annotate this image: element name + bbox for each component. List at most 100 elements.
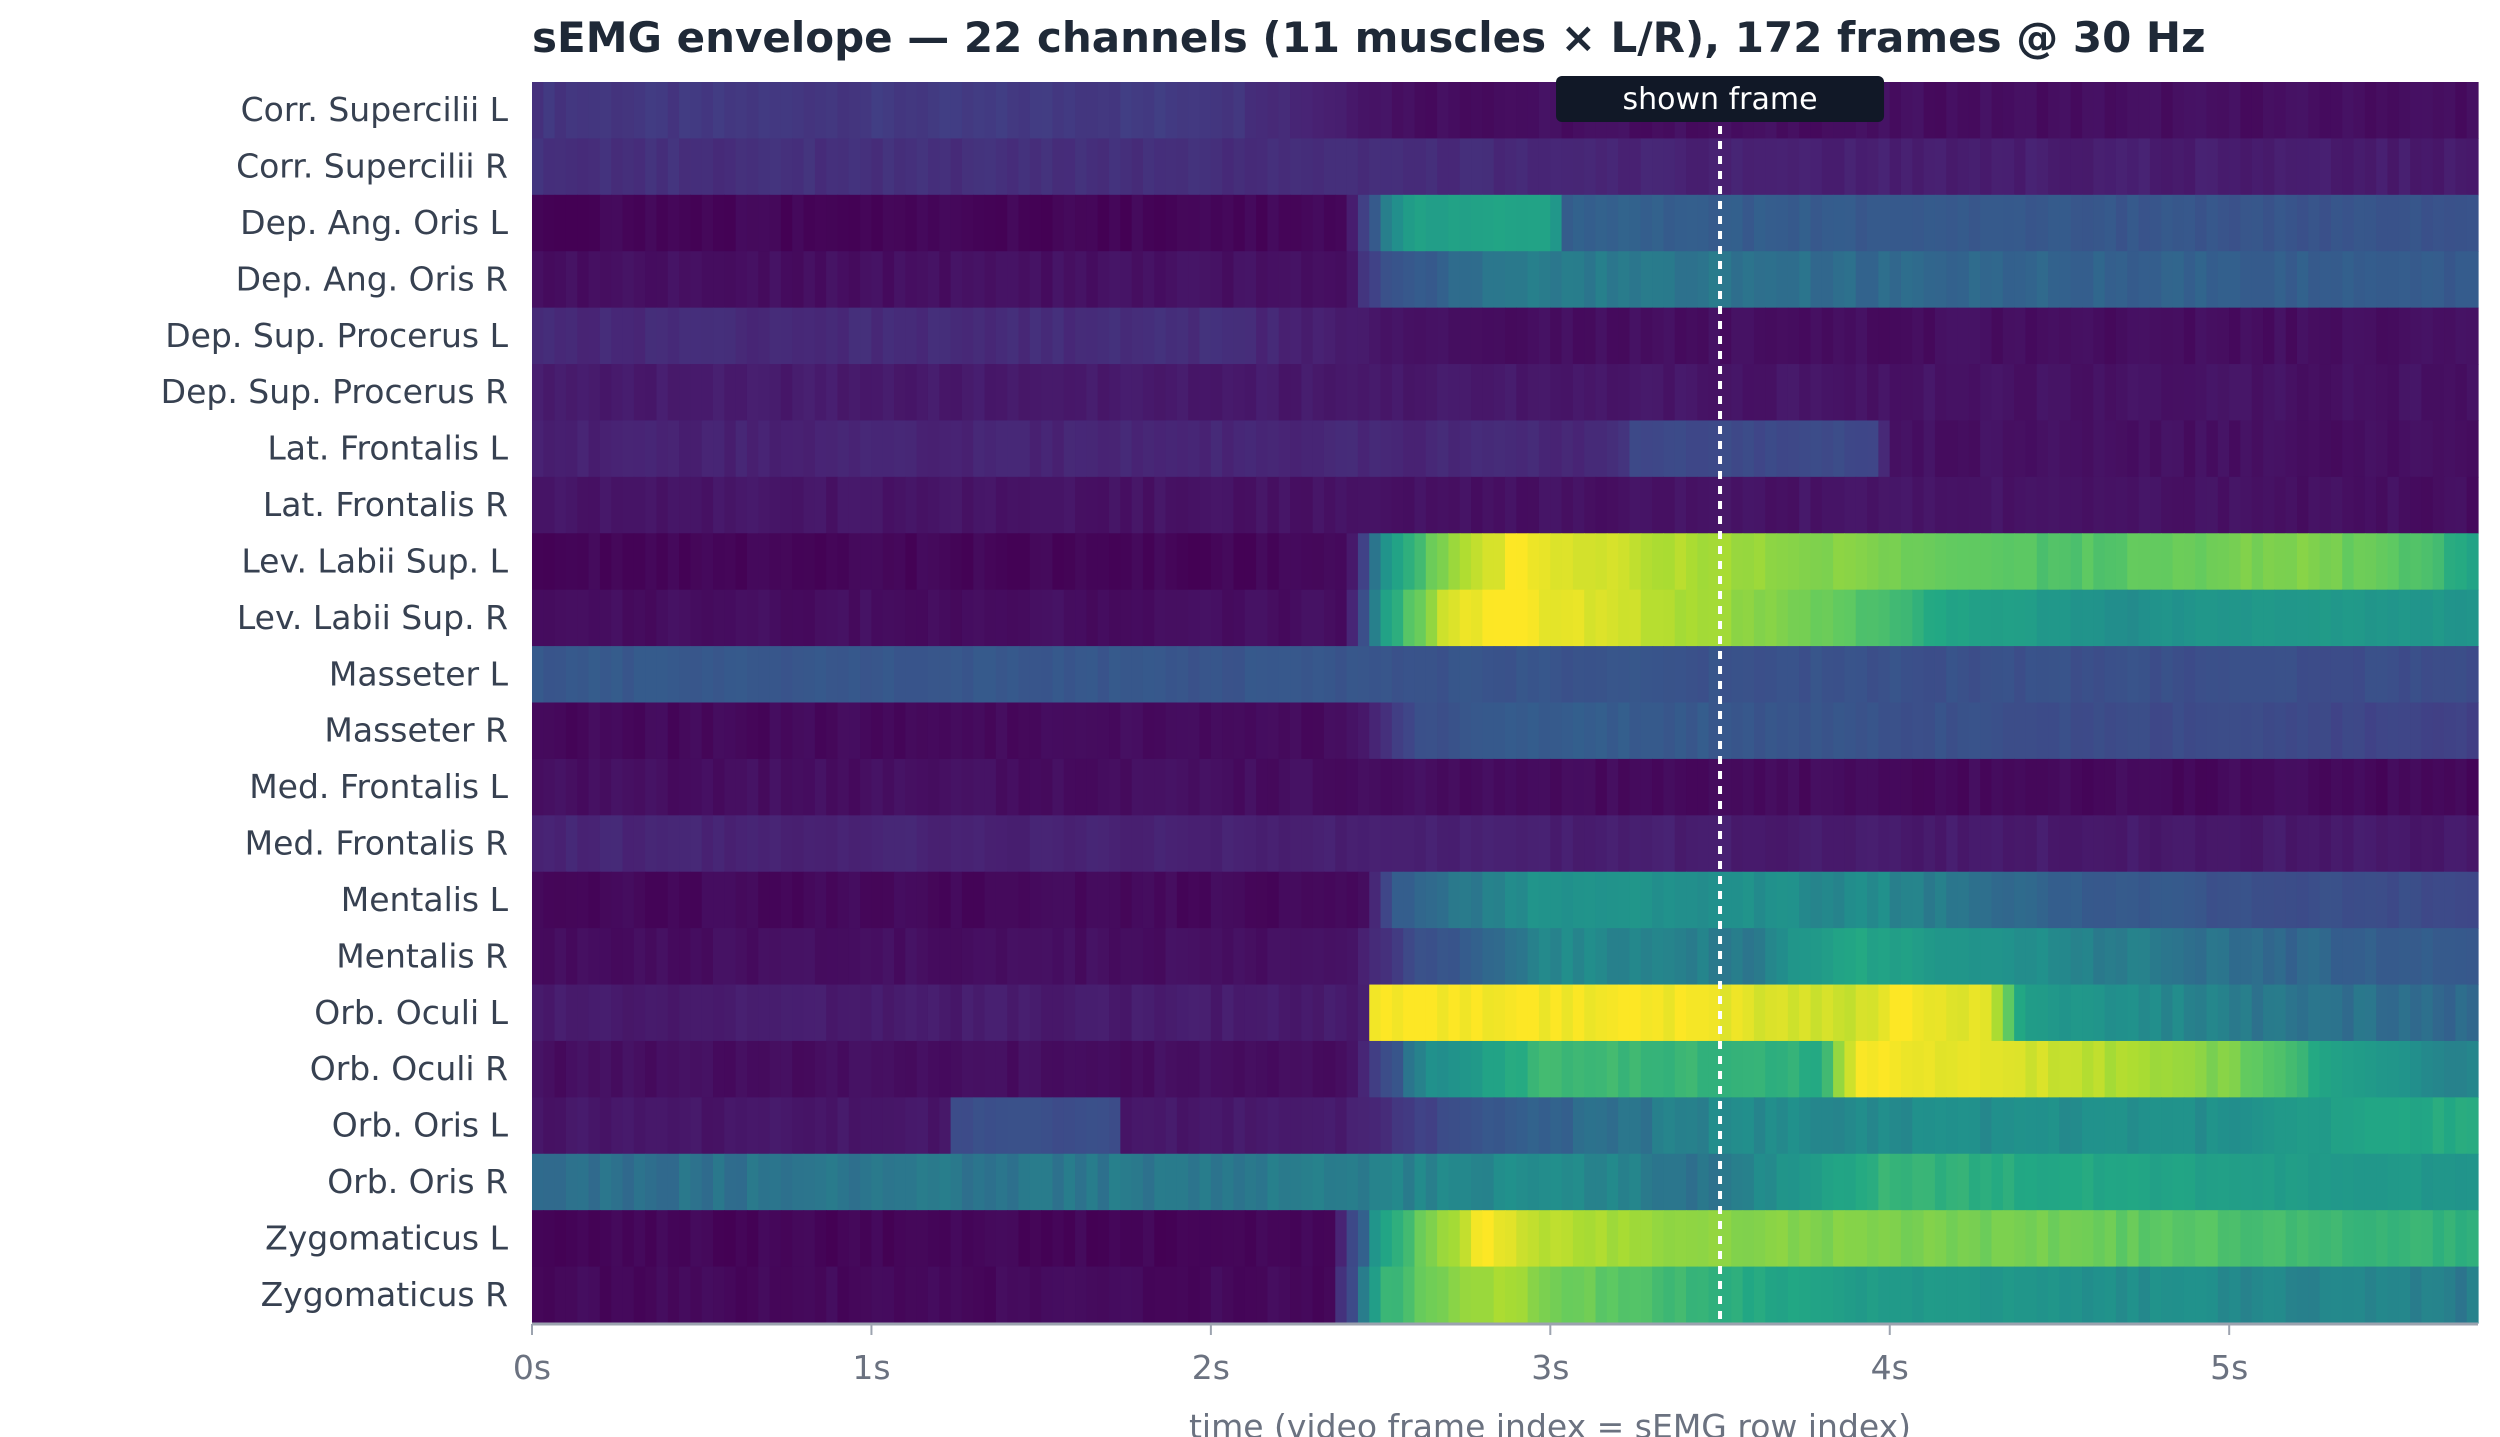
heatmap-cell	[2432, 758, 2445, 816]
heatmap-cell	[2353, 702, 2366, 760]
heatmap-cell	[950, 533, 963, 591]
heatmap-cell	[1844, 984, 1857, 1042]
heatmap-cell	[588, 194, 601, 252]
heatmap-cell	[984, 476, 997, 534]
heatmap-cell	[1029, 82, 1042, 140]
heatmap-cell	[882, 476, 895, 534]
heatmap-cell	[1787, 702, 1800, 760]
heatmap-cell	[2319, 1040, 2332, 1098]
heatmap-cell	[1663, 533, 1676, 591]
heatmap-cell	[1867, 984, 1879, 1042]
heatmap-cell	[1889, 420, 1902, 478]
heatmap-cell	[2466, 815, 2479, 873]
heatmap-cell	[2149, 420, 2162, 478]
heatmap-cell	[1267, 589, 1280, 647]
heatmap-cell	[837, 476, 850, 534]
heatmap-cell	[1505, 646, 1517, 704]
heatmap-cell	[1923, 984, 1936, 1042]
heatmap-cell	[2025, 364, 2038, 422]
heatmap-cell	[837, 251, 850, 309]
heatmap-cell	[780, 589, 793, 647]
heatmap-cell	[792, 1210, 805, 1268]
heatmap-cell	[1335, 476, 1348, 534]
heatmap-cell	[1629, 646, 1642, 704]
heatmap-cell	[645, 1153, 658, 1211]
heatmap-cell	[1199, 1266, 1212, 1324]
heatmap-cell	[939, 871, 952, 929]
heatmap-cell	[735, 420, 748, 478]
heatmap-cell	[1041, 533, 1054, 591]
heatmap-cell	[1629, 364, 1642, 422]
heatmap-cell	[713, 871, 725, 929]
heatmap-cell	[1912, 476, 1925, 534]
heatmap-cell	[2455, 1266, 2468, 1324]
heatmap-cell	[860, 815, 873, 873]
heatmap-cell	[1968, 646, 1981, 704]
heatmap-cell	[1957, 307, 1970, 365]
heatmap-cell	[950, 1210, 963, 1268]
heatmap-cell	[1742, 307, 1755, 365]
heatmap-cell	[1957, 420, 1970, 478]
heatmap-cell	[916, 307, 929, 365]
heatmap-cell	[2025, 476, 2038, 534]
heatmap-cell	[1731, 702, 1744, 760]
heatmap-cell	[1109, 1153, 1121, 1211]
heatmap-cell	[1391, 1210, 1404, 1268]
heatmap-cell	[1787, 476, 1800, 534]
heatmap-cell	[2263, 1210, 2275, 1268]
heatmap-cell	[2104, 1153, 2117, 1211]
heatmap-cell	[1912, 928, 1925, 986]
heatmap-cell	[1346, 1097, 1359, 1155]
heatmap-cell	[1572, 984, 1585, 1042]
heatmap-cell	[1007, 984, 1020, 1042]
heatmap-cell	[724, 307, 737, 365]
heatmap-cell	[1878, 928, 1891, 986]
heatmap-cell	[1425, 815, 1438, 873]
heatmap-cell	[2410, 984, 2423, 1042]
heatmap-cell	[916, 871, 929, 929]
heatmap-cell	[2410, 589, 2423, 647]
heatmap-cell	[1640, 251, 1653, 309]
heatmap-cell	[871, 871, 884, 929]
heatmap-cell	[1369, 1266, 1382, 1324]
heatmap-cell	[1516, 533, 1529, 591]
heatmap-cell	[701, 1153, 714, 1211]
heatmap-cell	[1731, 1097, 1744, 1155]
heatmap-cell	[2353, 138, 2366, 196]
heatmap-cell	[2161, 589, 2174, 647]
heatmap-cell	[724, 138, 737, 196]
heatmap-cell	[2296, 928, 2309, 986]
heatmap-cell	[1663, 1210, 1676, 1268]
heatmap-cell	[814, 1097, 827, 1155]
heatmap-cell	[2342, 251, 2355, 309]
heatmap-cell	[1222, 420, 1235, 478]
heatmap-cell	[1222, 1153, 1235, 1211]
heatmap-cell	[2059, 1266, 2072, 1324]
heatmap-cell	[1731, 420, 1744, 478]
heatmap-cell	[792, 646, 805, 704]
heatmap-cell	[2353, 420, 2366, 478]
heatmap-cell	[1052, 420, 1065, 478]
heatmap-cell	[1301, 984, 1314, 1042]
heatmap-cell	[1131, 646, 1144, 704]
heatmap-cell	[735, 758, 748, 816]
heatmap-cell	[1844, 1040, 1857, 1098]
heatmap-cell	[1787, 928, 1800, 986]
heatmap-cell	[2093, 871, 2106, 929]
heatmap-cell	[1742, 646, 1755, 704]
heatmap-cell	[1629, 871, 1642, 929]
heatmap-cell	[1572, 533, 1585, 591]
row-label: Masseter R	[324, 711, 508, 750]
heatmap-cell	[2308, 1210, 2321, 1268]
heatmap-cell	[1708, 758, 1721, 816]
heatmap-cell	[1312, 984, 1325, 1042]
heatmap-cell	[577, 589, 590, 647]
heatmap-cell	[1142, 1266, 1155, 1324]
heatmap-cell	[1301, 138, 1314, 196]
heatmap-cell	[724, 646, 737, 704]
heatmap-cell	[622, 307, 635, 365]
heatmap-cell	[1063, 194, 1076, 252]
heatmap-cell	[554, 758, 567, 816]
heatmap-cell	[814, 1153, 827, 1211]
heatmap-cell	[2296, 476, 2309, 534]
